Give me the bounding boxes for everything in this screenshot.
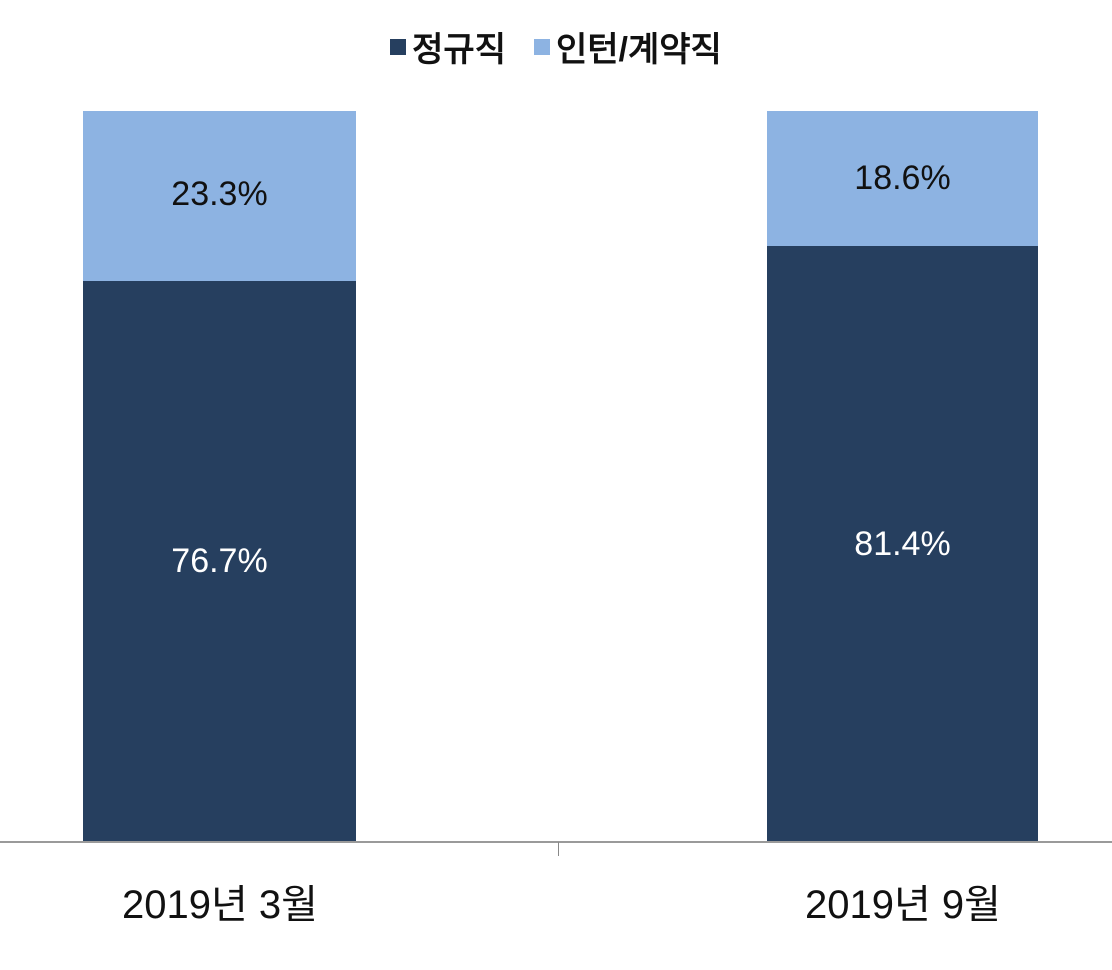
bar-2019-september: 18.6% 81.4% <box>767 111 1038 842</box>
legend-label-intern-contract: 인턴/계약직 <box>555 31 722 69</box>
bar-2019-march: 23.3% 76.7% <box>83 111 356 842</box>
segment-intern-contract: 23.3% <box>83 111 356 281</box>
legend-swatch-regular <box>390 38 407 55</box>
data-label: 23.3% <box>171 174 268 213</box>
segment-intern-contract: 18.6% <box>767 111 1038 246</box>
legend-item-intern-contract: 인턴/계약직 <box>533 22 722 71</box>
legend-swatch-intern-contract <box>533 38 550 55</box>
x-axis-tick <box>558 842 559 856</box>
x-axis-label-september: 2019년 9월 <box>805 883 1001 927</box>
segment-regular: 81.4% <box>767 246 1038 842</box>
data-label: 76.7% <box>171 542 268 580</box>
segment-regular: 76.7% <box>83 281 356 842</box>
legend-item-regular: 정규직 <box>390 22 506 71</box>
legend-label-regular: 정규직 <box>412 31 506 69</box>
data-label: 18.6% <box>854 159 951 197</box>
data-label: 81.4% <box>854 524 951 563</box>
x-axis-line <box>0 841 1112 843</box>
chart-legend: 정규직 인턴/계약직 <box>0 22 1112 71</box>
x-axis-label-march: 2019년 3월 <box>122 883 318 927</box>
